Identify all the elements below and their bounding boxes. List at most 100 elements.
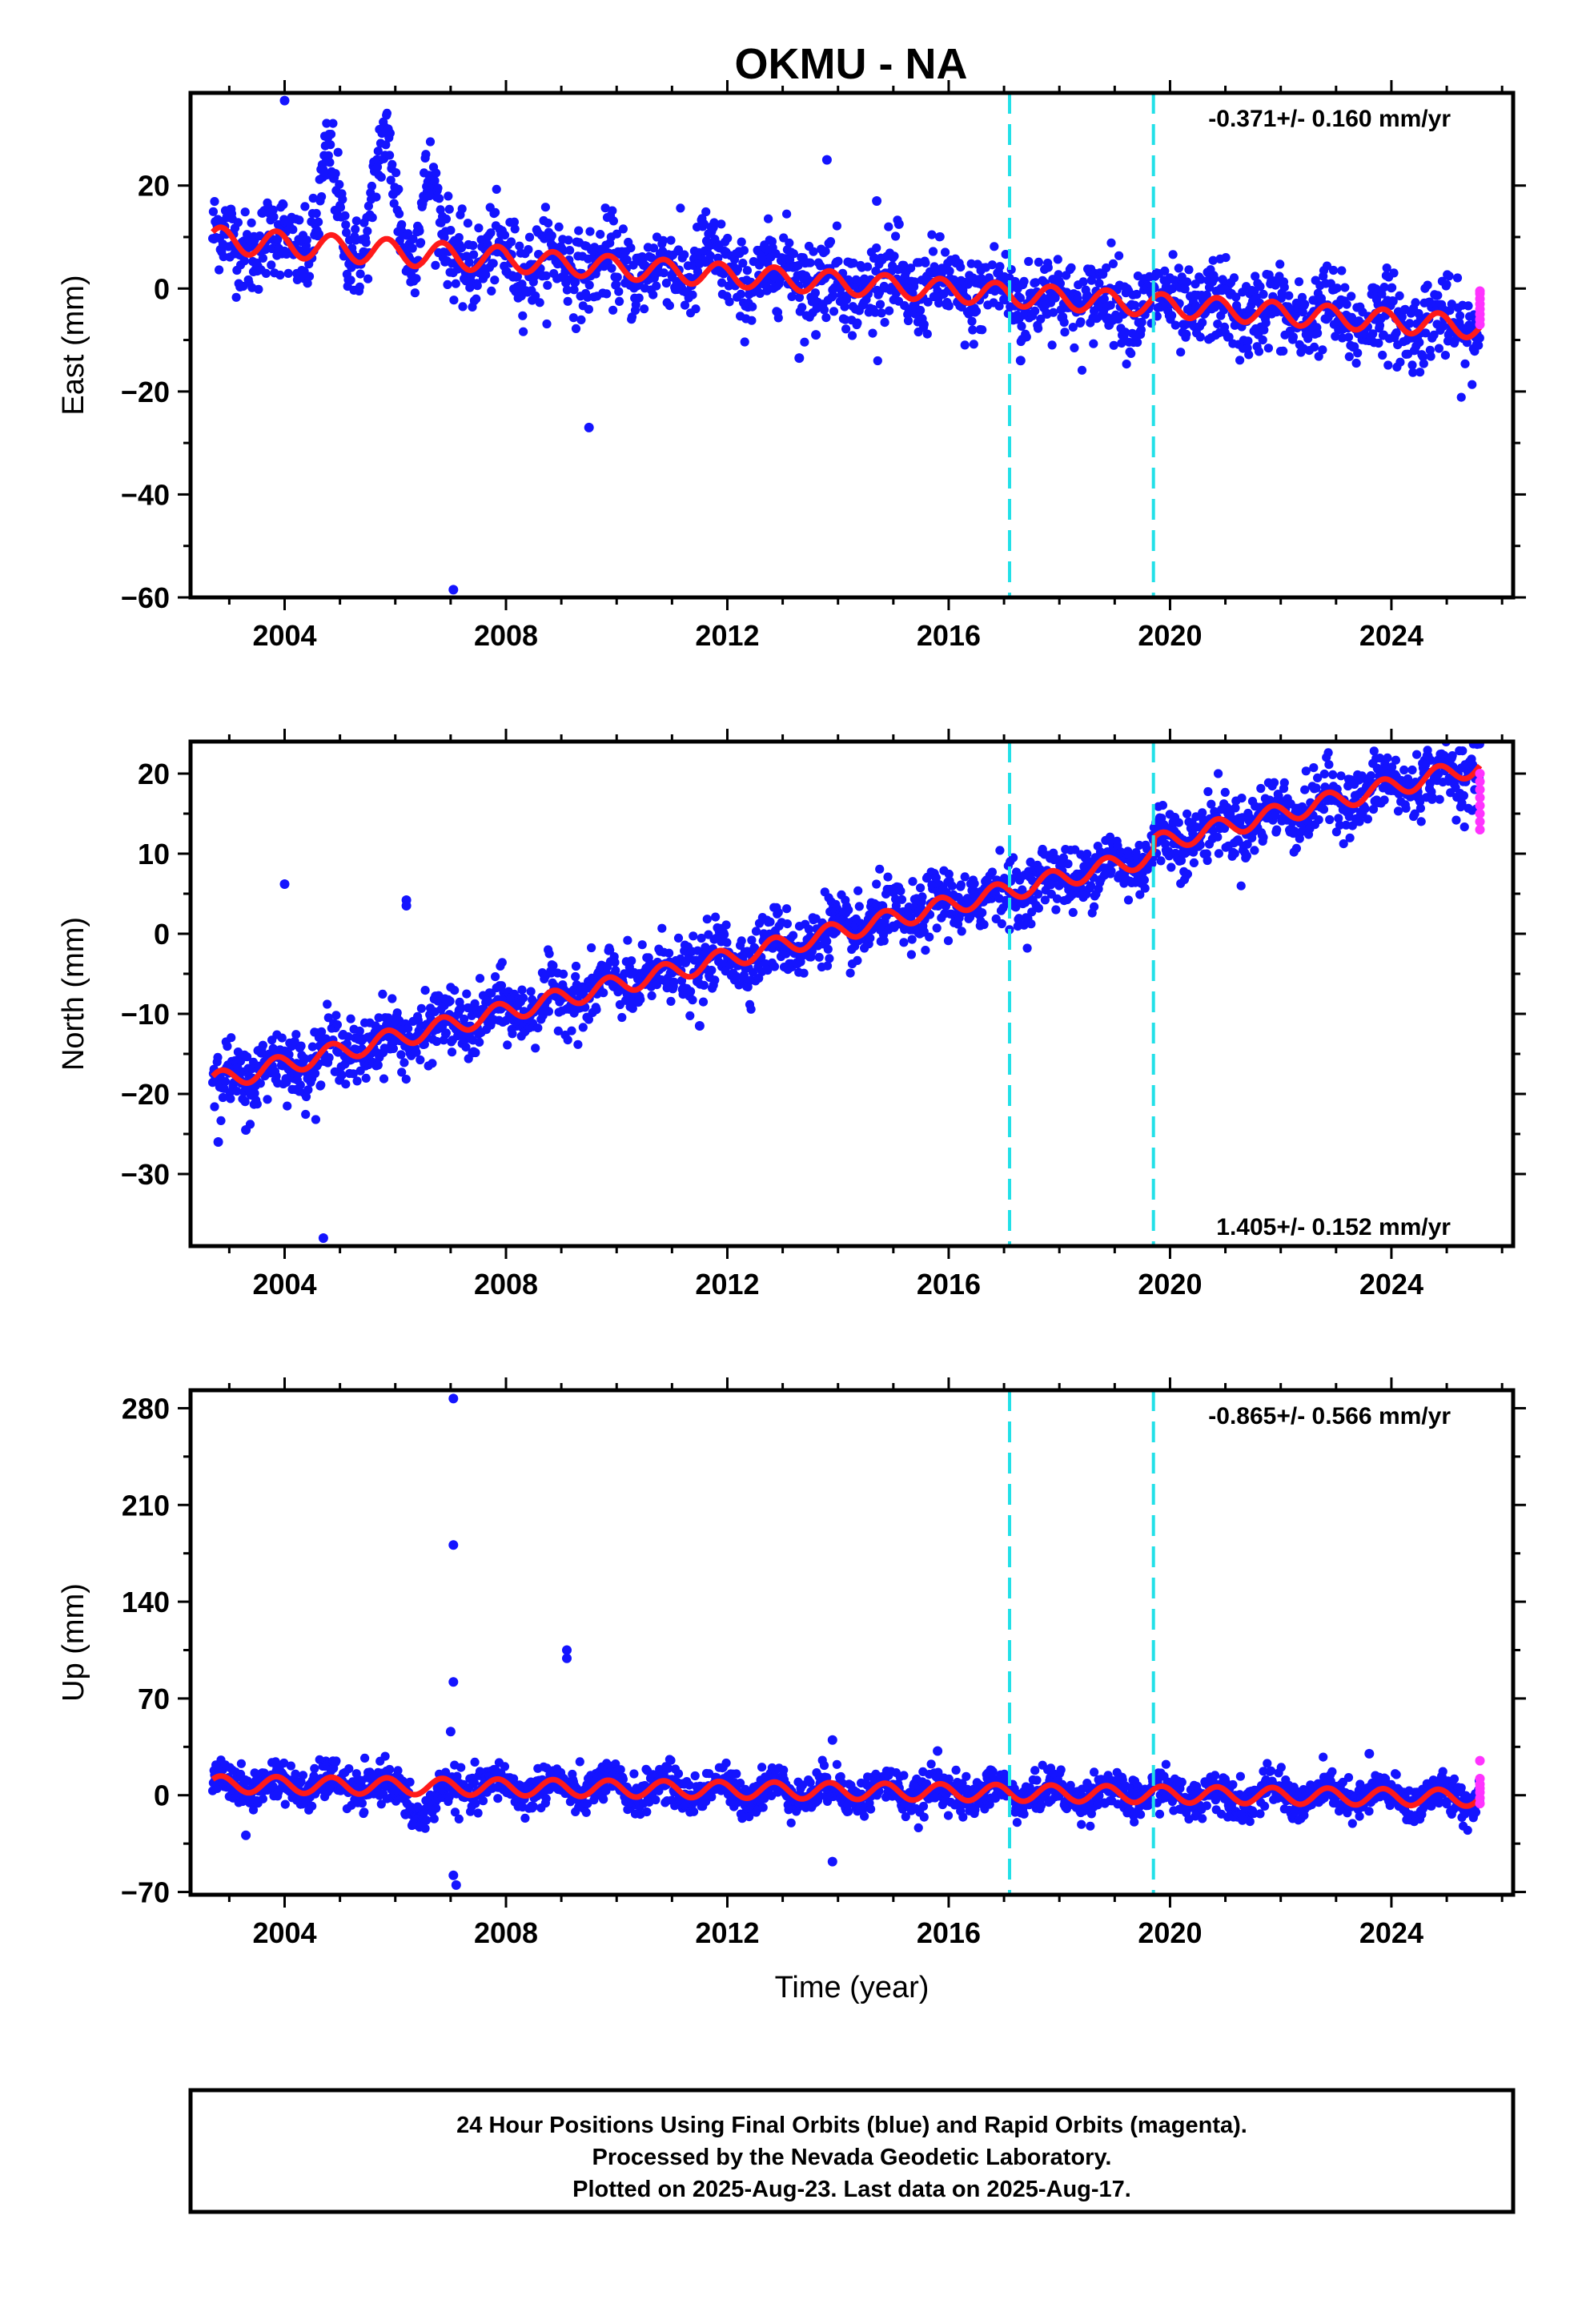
east-data-point [208, 207, 218, 216]
north-data-point [907, 935, 917, 944]
east-data-point [1275, 259, 1285, 269]
north-data-point [240, 1097, 250, 1107]
east-data-point [740, 337, 749, 347]
east-data-point [1137, 317, 1146, 327]
east-data-point [333, 147, 343, 157]
east-data-point [1244, 350, 1254, 360]
north-data-point [925, 932, 934, 942]
east-y-tick-label: 20 [138, 170, 170, 203]
up-data-point [629, 1769, 639, 1779]
north-data-point [1026, 919, 1036, 929]
up-data-point [666, 1755, 676, 1765]
east-data-point [891, 231, 901, 241]
up-data-point [280, 1799, 290, 1809]
east-data-point [945, 266, 954, 276]
east-data-point [640, 304, 649, 314]
east-data-point [889, 251, 899, 261]
east-data-point [1429, 330, 1439, 340]
east-data-point [1347, 292, 1356, 301]
east-data-point [853, 318, 862, 328]
east-data-point [841, 324, 851, 334]
north-data-point [1034, 903, 1043, 913]
north-data-point [416, 1055, 425, 1065]
north-data-point [960, 872, 970, 882]
east-data-point [1106, 300, 1115, 310]
north-data-point [226, 1094, 235, 1104]
up-data-point [685, 1780, 694, 1790]
east-data-point [492, 184, 501, 194]
east-data-point [1102, 263, 1111, 273]
up-data-point [286, 1761, 295, 1771]
east-data-point [524, 245, 533, 255]
north-y-tick-label: 10 [138, 838, 170, 870]
north-data-point [751, 927, 761, 936]
up-data-point [541, 1794, 551, 1803]
north-data-point [213, 1052, 223, 1062]
east-data-point [1259, 325, 1269, 335]
up-data-point [331, 1756, 341, 1766]
east-data-point [877, 308, 886, 318]
north-data-point [916, 883, 926, 893]
east-data-point [1136, 325, 1146, 335]
north-data-point [1345, 833, 1355, 842]
east-data-point [1122, 360, 1131, 369]
east-data-point [444, 191, 453, 201]
east-data-point [469, 250, 479, 259]
up-data-point [279, 1758, 289, 1768]
east-data-point [1297, 292, 1307, 302]
east-data-point [451, 279, 460, 288]
north-outlier-point [279, 879, 290, 889]
east-data-point [1342, 300, 1351, 309]
east-data-point [410, 288, 420, 298]
east-data-point [1170, 320, 1180, 330]
east-data-point [1434, 344, 1443, 353]
east-data-point [602, 289, 612, 299]
north-data-point [232, 1087, 242, 1096]
north-data-point [789, 931, 798, 940]
east-data-point [454, 233, 464, 243]
up-data-point [520, 1813, 530, 1823]
east-data-point [1195, 332, 1205, 342]
east-data-point [969, 340, 978, 349]
north-data-point [571, 971, 580, 982]
east-data-point [1117, 338, 1126, 348]
up-data-point [298, 1771, 308, 1780]
east-data-point [331, 169, 340, 179]
east-outlier-point [279, 95, 290, 106]
east-x-tick-label: 2016 [917, 619, 981, 652]
north-data-point [592, 1005, 601, 1015]
east-data-point [880, 318, 889, 328]
east-data-point [990, 242, 999, 251]
north-data-point [799, 968, 809, 978]
east-data-point [304, 271, 315, 281]
east-data-point [408, 235, 418, 244]
east-data-point [326, 130, 336, 139]
north-data-point [677, 976, 687, 986]
east-data-point [608, 216, 619, 226]
east-data-point [395, 209, 404, 219]
east-data-point [1397, 312, 1407, 322]
east-data-point [1167, 283, 1177, 294]
north-data-point [1336, 771, 1346, 781]
east-data-point [1182, 277, 1192, 287]
east-data-point [967, 316, 977, 326]
north-data-point [720, 930, 729, 939]
north-data-point [578, 1023, 588, 1032]
north-data-point [252, 1100, 262, 1109]
up-data-point [268, 1782, 278, 1791]
east-data-point [512, 271, 523, 281]
east-outlier-point [821, 155, 832, 165]
north-data-point [401, 1075, 411, 1084]
east-data-point [1387, 283, 1397, 292]
east-data-point [800, 337, 809, 347]
north-data-point [956, 880, 966, 890]
east-data-point [1332, 283, 1342, 293]
up-data-point [429, 1814, 439, 1823]
east-data-point [614, 287, 624, 296]
north-data-point [697, 933, 706, 943]
north-outlier-point [318, 1233, 328, 1243]
east-data-point [736, 289, 746, 299]
north-data-point [295, 1080, 305, 1090]
north-data-point [503, 1040, 512, 1050]
east-data-point [608, 305, 618, 315]
